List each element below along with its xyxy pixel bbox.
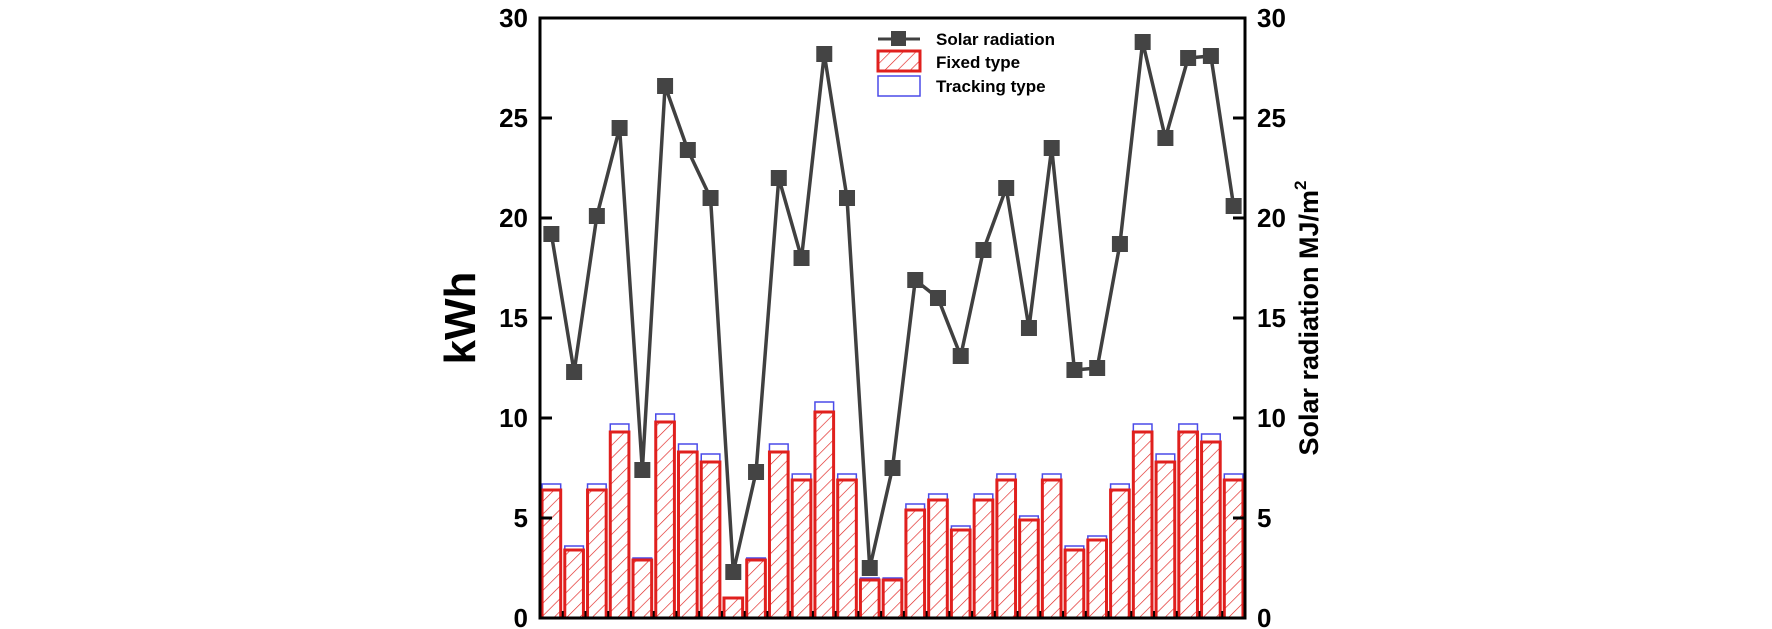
bar-fixed [949,528,972,620]
legend-label-fixed: Fixed type [936,53,1020,72]
y-tick-label: 25 [499,103,528,133]
bar-fixed [722,596,745,620]
bar-fixed [654,420,676,620]
legend-swatch-fixed [876,49,922,73]
legend-swatch-tracking [877,75,921,97]
solar-radiation-point [1202,48,1219,64]
bar-fixed [1086,538,1109,620]
bar-fixed [540,488,563,620]
solar-radiation-point [1043,140,1060,156]
solar-radiation-point [929,290,946,306]
y2-tick-label: 25 [1257,103,1286,133]
bar-fixed [676,450,699,620]
legend: Solar radiation Fixed type Tracking type [876,30,1055,97]
bar-fixed [858,578,881,620]
y2-tick-label: 15 [1257,303,1286,333]
bar-fixed [1131,430,1154,620]
bar-fixed [1040,478,1063,620]
bar-fixed [1018,518,1040,620]
solar-radiation-point [657,78,674,94]
bar-fixed [1154,460,1177,620]
y2-tick-label: 5 [1257,503,1271,533]
solar-radiation-point [1020,320,1037,336]
legend-label-solar: Solar radiation [936,30,1055,49]
bar-fixed [631,558,654,620]
solar-radiation-point [907,272,924,288]
bar-fixed [1177,430,1199,620]
solar-radiation-point [884,460,901,476]
solar-radiation-line [549,40,1236,574]
legend-label-tracking: Tracking type [936,77,1046,96]
right-axis: 0 5 10 15 20 25 30 [1233,3,1286,629]
solar-radiation-point [998,180,1015,196]
solar-radiation-point [725,564,742,580]
y-tick-label: 20 [499,203,528,233]
solar-radiation-point [543,226,560,242]
left-axis-title: kWh [436,272,485,365]
solar-radiation-point [975,242,992,258]
bar-fixed [1063,548,1086,620]
bar-fixed [767,450,790,620]
bar-fixed [927,498,949,620]
solar-radiation-point [1111,236,1128,252]
solar-radiation-point [770,170,787,186]
line-layer [543,34,1242,580]
solar-radiation-point [793,250,810,266]
y2-tick-label: 30 [1257,3,1286,33]
bars-layer [540,401,1245,620]
solar-radiation-point [1180,50,1197,66]
bar-fixed [995,478,1018,620]
bar-fixed [745,558,767,620]
right-axis-title-text: Solar radiation MJ/m [1294,190,1324,456]
bar-fixed [790,478,813,620]
solar-radiation-point [679,142,696,158]
bar-fixed [904,508,927,620]
bar-fixed [1109,488,1131,620]
solar-radiation-point [611,120,628,136]
solar-radiation-point [634,462,651,478]
solar-radiation-point [702,190,719,206]
left-axis: 0 5 10 15 20 25 30 [499,3,552,629]
bar-fixed [813,410,836,620]
bar-fixed [586,488,608,620]
bar-fixed [972,498,995,620]
y-tick-label: 15 [499,303,528,333]
right-axis-title: Solar radiation MJ/m2 [1291,180,1324,455]
y2-tick-label: 0 [1257,603,1271,629]
solar-radiation-point [839,190,856,206]
solar-radiation-point [1089,360,1106,376]
solar-radiation-point [861,560,878,576]
solar-radiation-point [588,208,605,224]
solar-radiation-point [748,464,765,480]
solar-radiation-point [952,348,969,364]
y-tick-label: 30 [499,3,528,33]
bar-fixed [699,460,722,620]
solar-radiation-point [816,46,833,62]
y2-tick-label: 10 [1257,403,1286,433]
bar-fixed [1222,478,1245,620]
solar-radiation-point [566,364,583,380]
solar-radiation-point [1157,130,1174,146]
y2-tick-label: 20 [1257,203,1286,233]
solar-radiation-point [1134,34,1151,50]
y-tick-label: 5 [514,503,528,533]
bar-fixed [881,578,904,620]
y-tick-label: 0 [514,603,528,629]
solar-radiation-point [1225,198,1242,214]
bar-fixed [608,430,631,620]
legend-marker-sample [891,31,906,46]
solar-radiation-point [1066,362,1083,378]
bar-fixed [563,548,585,620]
bar-fixed [1200,440,1222,620]
bar-fixed [836,478,858,620]
y-tick-label: 10 [499,403,528,433]
right-axis-title-superscript: 2 [1291,180,1310,189]
